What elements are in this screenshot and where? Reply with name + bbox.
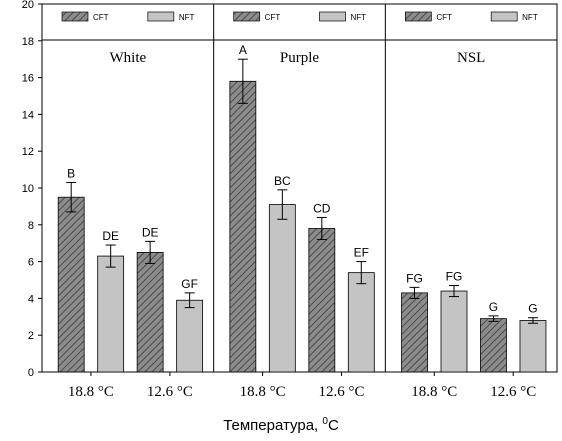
significance-label: G	[489, 300, 498, 314]
legend-swatch-cft	[404, 11, 432, 22]
legend-label-cft: CFT	[436, 13, 452, 22]
legend: CFT NFT	[233, 11, 367, 22]
significance-label: FG	[406, 271, 423, 285]
y-tick-label: 10	[22, 183, 34, 195]
significance-label: G	[528, 302, 537, 316]
legend: CFT NFT	[61, 11, 195, 22]
y-tick-label: 14	[22, 109, 34, 121]
panel-nsl: CFT NFT NSL FG FG G G 18.8 °C 12.6 °C	[384, 4, 547, 400]
legend: CFT NFT	[404, 11, 538, 22]
panel-title: White	[110, 50, 147, 66]
bar-nft	[268, 204, 296, 373]
x-tick-label: 12.6 °C	[147, 384, 193, 400]
x-axis-label: Температура, 0C	[223, 416, 339, 434]
legend-label-cft: CFT	[93, 13, 109, 22]
legend-swatch-cft	[233, 11, 261, 22]
panel-purple: CFT NFT Purple A BC CD EF 18.8 °C 12.6 °C	[213, 4, 375, 400]
bar-cft	[308, 228, 336, 373]
legend-swatch-nft	[319, 11, 346, 22]
x-tick-label: 12.6 °C	[490, 384, 536, 400]
significance-label: DE	[102, 229, 119, 243]
legend-swatch-nft	[147, 11, 175, 22]
bar-nft	[97, 255, 125, 373]
significance-label: EF	[354, 246, 369, 260]
bar-cft	[57, 196, 85, 373]
y-tick-label: 6	[28, 257, 34, 269]
bar-nft	[519, 320, 547, 373]
y-tick-label: 20	[22, 0, 34, 11]
y-tick-label: 18	[22, 36, 34, 48]
bar-cft	[480, 318, 507, 373]
significance-label: FG	[446, 270, 463, 284]
y-tick-label: 2	[28, 330, 34, 342]
bar-nft	[176, 299, 204, 373]
y-tick-label: 8	[28, 220, 34, 232]
legend-label-cft: CFT	[265, 13, 281, 22]
significance-label: A	[239, 43, 247, 57]
panel-title: NSL	[457, 50, 485, 66]
significance-label: CD	[313, 201, 331, 215]
significance-label: GF	[181, 277, 198, 291]
panels: CFT NFT White B DE DE GF 18.8 °C 12.6 °C CFT NFT Pu…	[57, 4, 547, 400]
significance-label: BC	[274, 174, 291, 188]
y-tick-label: 12	[22, 146, 34, 158]
x-tick-label: 18.8 °C	[411, 384, 457, 400]
bar-nft	[440, 290, 468, 373]
x-tick-label: 18.8 °C	[240, 384, 286, 400]
bar-cft	[401, 292, 428, 373]
legend-label-nft: NFT	[522, 13, 538, 22]
legend-swatch-cft	[61, 11, 89, 22]
axes: 0 2 4 6 8 10 12 14 16 18 20	[22, 0, 558, 379]
bar-nft	[347, 272, 375, 373]
panel-title: Purple	[280, 50, 320, 66]
legend-label-nft: NFT	[179, 13, 195, 22]
panel-white: CFT NFT White B DE DE GF 18.8 °C 12.6 °C	[57, 11, 204, 400]
bar-cft	[136, 251, 164, 373]
bar-cft	[229, 80, 257, 373]
significance-label: B	[67, 166, 75, 180]
x-tick-label: 18.8 °C	[68, 384, 114, 400]
significance-label: DE	[142, 225, 159, 239]
y-tick-label: 4	[28, 293, 34, 305]
y-tick-label: 16	[22, 73, 34, 85]
x-tick-label: 12.6 °C	[319, 384, 365, 400]
legend-label-nft: NFT	[351, 13, 367, 22]
y-tick-label: 0	[28, 367, 34, 379]
legend-swatch-nft	[490, 11, 518, 22]
